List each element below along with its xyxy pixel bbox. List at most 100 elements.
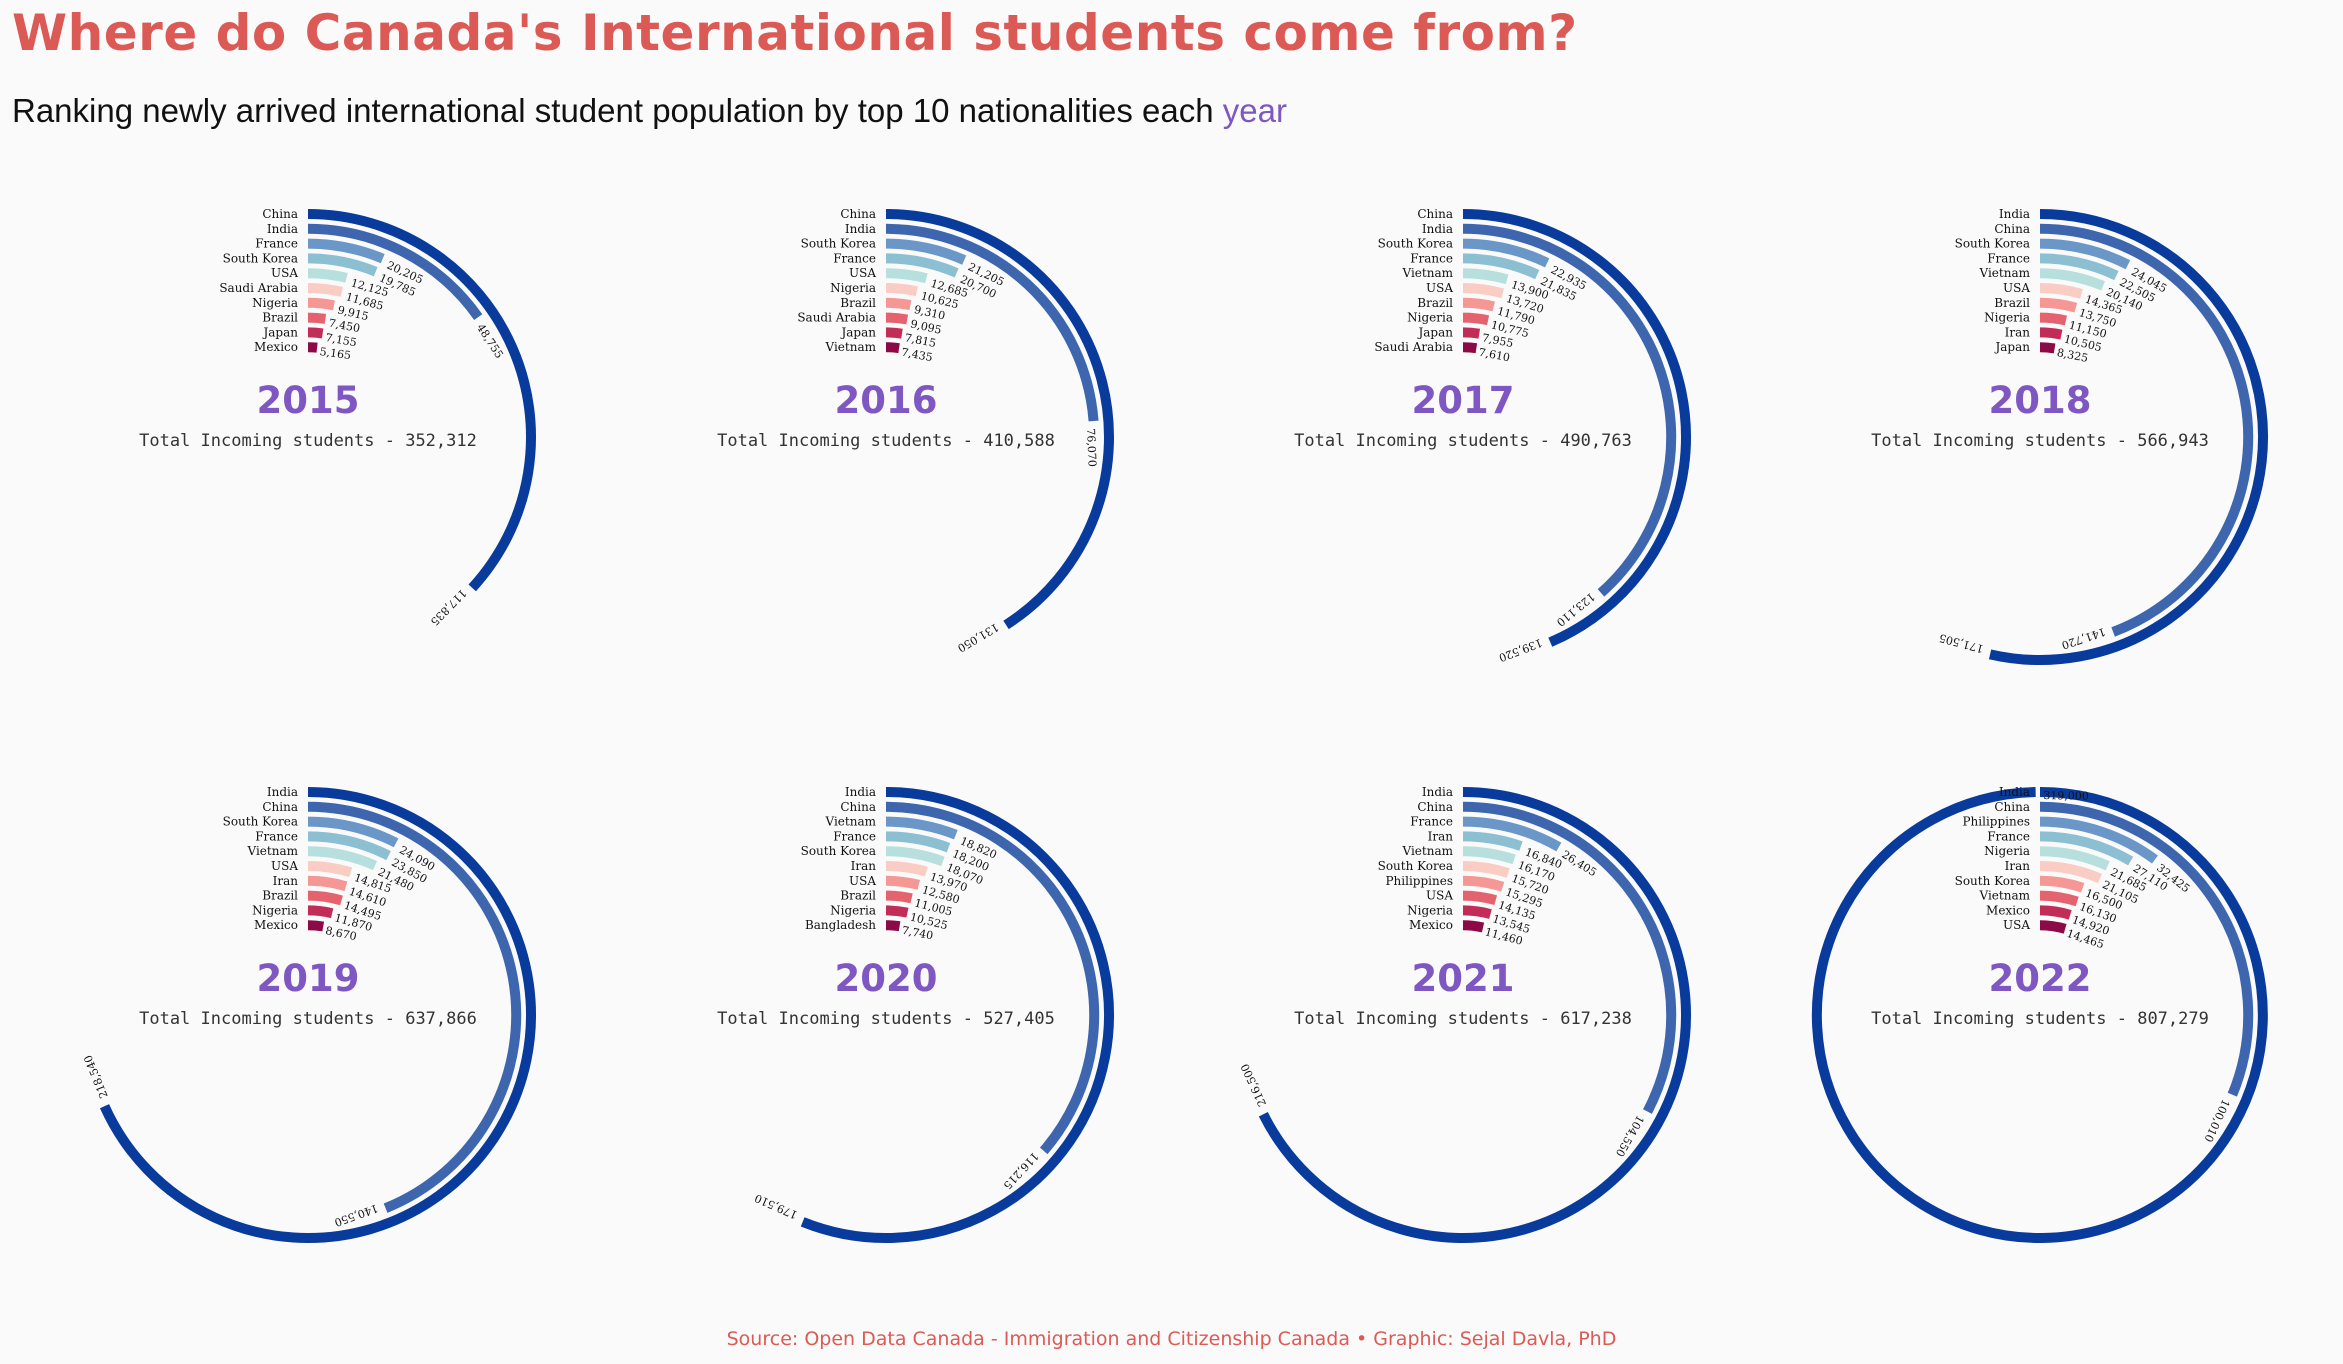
category-label: India: [845, 785, 876, 799]
category-label: South Korea: [1378, 237, 1453, 251]
bar-2021-rank-5: [1462, 846, 1516, 865]
bar-2019-rank-1: [99, 787, 536, 1243]
category-label: Brazil: [1994, 296, 2030, 310]
bar-2017-rank-8: [1462, 312, 1490, 326]
year-label: 2017: [1412, 379, 1515, 422]
value-label: 179,510: [753, 1191, 800, 1221]
category-label: China: [262, 800, 298, 814]
bar-2018-rank-3: [2039, 238, 2131, 270]
year-label: 2019: [257, 957, 360, 1000]
bar-2017-rank-2: [1462, 223, 1677, 597]
category-label: South Korea: [1955, 237, 2030, 251]
bar-2019-rank-5: [307, 846, 378, 871]
page-title: Where do Canada's International students…: [12, 4, 1578, 62]
value-label: 139,520: [1497, 636, 1544, 664]
value-label: 171,505: [1938, 631, 1985, 655]
value-label: 7,815: [904, 331, 937, 350]
total-students-label: Total Incoming students - 410,588: [717, 431, 1055, 451]
category-label: Nigeria: [252, 296, 298, 310]
bar-2021-rank-2: [1462, 801, 1677, 1114]
category-label: France: [1410, 251, 1453, 265]
value-label: 8,670: [324, 924, 357, 943]
value-label: 131,050: [955, 620, 1001, 654]
bar-2018-rank-9: [2039, 327, 2063, 340]
value-label: 117,835: [428, 586, 469, 628]
category-label: India: [267, 222, 298, 236]
bar-2018-rank-7: [2039, 297, 2078, 313]
bar-2015-rank-2: [307, 223, 483, 321]
value-label: 7,435: [900, 346, 933, 364]
value-label: 7,450: [328, 317, 361, 335]
year-label: 2020: [835, 957, 938, 1000]
category-label: Iran: [2005, 859, 2031, 873]
bar-2018-rank-2: [2039, 223, 2254, 637]
category-label: Vietnam: [1402, 266, 1454, 280]
category-label: India: [1999, 207, 2030, 221]
category-label: India: [1422, 785, 1453, 799]
bar-2017-rank-1: [1462, 209, 1691, 647]
category-label: India: [267, 785, 298, 799]
category-label: USA: [271, 266, 298, 280]
category-label: South Korea: [1955, 874, 2030, 888]
category-label: Nigeria: [1407, 311, 1453, 325]
category-label: Saudi Arabia: [797, 311, 876, 325]
bar-2016-rank-4: [885, 253, 959, 278]
bar-2016-rank-10: [885, 342, 900, 354]
bar-2019-rank-3: [307, 816, 399, 848]
category-label: Mexico: [1986, 903, 2030, 917]
bar-2020-rank-6: [885, 861, 928, 877]
category-label: France: [833, 251, 876, 265]
bar-2021-rank-9: [1462, 905, 1492, 919]
bar-2022-rank-7: [2039, 875, 2085, 893]
category-label: France: [1410, 815, 1453, 829]
bar-2020-rank-7: [885, 875, 921, 890]
bar-2018-rank-10: [2039, 342, 2056, 354]
bar-2015-rank-4: [307, 253, 378, 277]
bar-2015-rank-8: [307, 312, 327, 324]
bar-2020-rank-5: [885, 846, 945, 867]
category-label: Vietnam: [247, 844, 299, 858]
category-label: Mexico: [254, 340, 298, 354]
radial-chart-2015: China117,835India48,755France20,205South…: [139, 207, 536, 628]
bar-2021-rank-10: [1462, 920, 1485, 933]
category-label: Iran: [273, 874, 299, 888]
bar-2022-rank-9: [2039, 905, 2072, 920]
bar-2020-rank-3: [885, 816, 958, 840]
total-students-label: Total Incoming students - 352,312: [139, 431, 477, 451]
value-label: 216,500: [1238, 1062, 1269, 1109]
bar-2022-rank-8: [2039, 890, 2079, 907]
bar-2021-rank-8: [1462, 890, 1498, 906]
category-label: South Korea: [801, 237, 876, 251]
bar-2018-rank-4: [2039, 253, 2119, 281]
bar-2015-rank-9: [307, 327, 324, 339]
bar-2015-rank-7: [307, 297, 335, 311]
category-label: Japan: [1416, 325, 1453, 339]
category-label: Iran: [2005, 325, 2031, 339]
category-label: Brazil: [262, 889, 298, 903]
subtitle-main: Ranking newly arrived international stud…: [12, 92, 1214, 129]
total-students-label: Total Incoming students - 807,279: [1871, 1009, 2209, 1029]
category-label: France: [833, 829, 876, 843]
category-label: USA: [849, 874, 876, 888]
category-label: Vietnam: [1979, 266, 2031, 280]
category-label: USA: [2003, 918, 2030, 932]
category-label: India: [845, 222, 876, 236]
bar-2018-rank-1: [1988, 209, 2268, 665]
category-label: India: [1422, 222, 1453, 236]
bar-2022-rank-6: [2039, 861, 2103, 884]
category-label: China: [1994, 222, 2030, 236]
category-label: Vietnam: [825, 815, 877, 829]
page-subtitle: Ranking newly arrived international stud…: [12, 92, 1287, 130]
category-label: Brazil: [1417, 296, 1453, 310]
category-label: Saudi Arabia: [1374, 340, 1453, 354]
category-label: Brazil: [840, 889, 876, 903]
value-label: 5,165: [319, 345, 352, 362]
bar-2015-rank-3: [307, 238, 385, 264]
category-label: Japan: [1993, 340, 2030, 354]
bar-2016-rank-9: [885, 327, 903, 339]
bar-2016-rank-8: [885, 312, 909, 325]
bar-2022-rank-1: [1811, 787, 2268, 1243]
source-credit: Source: Open Data Canada - Immigration a…: [726, 1328, 1617, 1350]
category-label: Vietnam: [825, 340, 877, 354]
